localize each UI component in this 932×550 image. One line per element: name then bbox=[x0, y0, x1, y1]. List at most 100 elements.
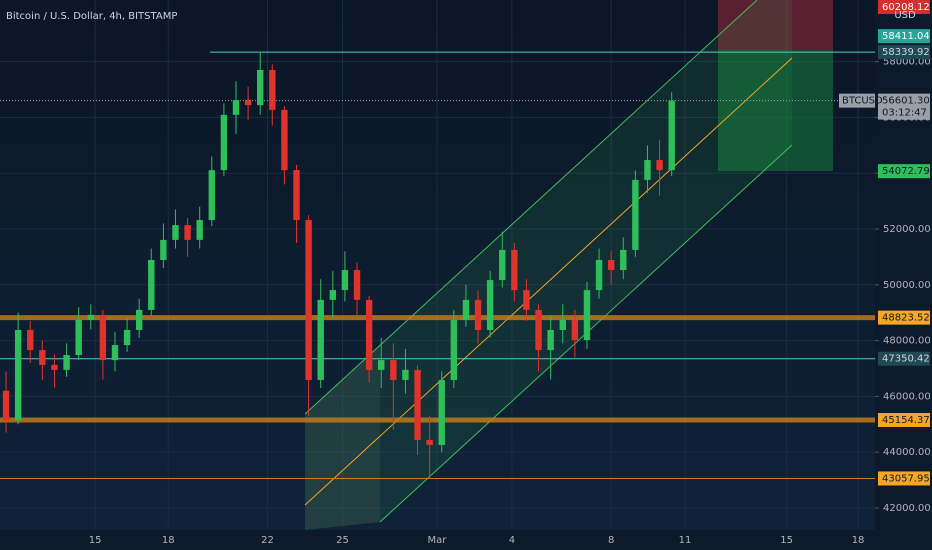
y-tick-label: 58000.00 bbox=[883, 57, 931, 68]
candle-body bbox=[462, 299, 470, 320]
target-label-bg bbox=[878, 0, 930, 14]
y-tick-label: 50000.00 bbox=[883, 280, 931, 291]
candle-body bbox=[111, 345, 119, 361]
price-axis bbox=[875, 0, 932, 550]
candle-body bbox=[402, 369, 409, 380]
candle-body bbox=[160, 239, 167, 260]
candle-body bbox=[184, 225, 191, 240]
candle-body bbox=[668, 100, 675, 171]
candle-body bbox=[208, 170, 215, 221]
candle-body bbox=[474, 299, 482, 330]
level-label: 43057.95 bbox=[882, 473, 930, 484]
level-label-bg bbox=[878, 412, 930, 427]
y-tick-label: 52000.00 bbox=[883, 224, 931, 235]
channel-mid bbox=[304, 57, 793, 506]
level-label: 47350.42 bbox=[882, 354, 930, 365]
levels bbox=[0, 51, 875, 479]
x-tick-label: 15 bbox=[780, 535, 793, 546]
x-tick-label: 4 bbox=[509, 535, 515, 546]
candle-body bbox=[365, 299, 373, 370]
chart-title: Bitcoin / U.S. Dollar, 4h, BITSTAMP bbox=[6, 11, 177, 22]
y-tick-label: 48000.00 bbox=[883, 336, 931, 347]
candle-body bbox=[244, 100, 252, 106]
candle-body bbox=[281, 109, 288, 171]
x-tick-label: 11 bbox=[679, 535, 692, 546]
target-zone bbox=[718, 0, 833, 51]
countdown: 03:12:47 bbox=[882, 108, 927, 119]
candle-body bbox=[547, 329, 554, 351]
y-tick-label: 42000.00 bbox=[883, 503, 931, 514]
x-tick-label: 22 bbox=[261, 535, 274, 546]
candle-body bbox=[390, 360, 397, 380]
candle-body bbox=[39, 350, 46, 365]
candle-body bbox=[499, 249, 506, 281]
axis-labels: 42000.00 44000.00 46000.00 48000.00 50000.00… bbox=[89, 0, 931, 546]
candle-body bbox=[75, 319, 82, 356]
channel-left bbox=[305, 345, 380, 530]
candle-body bbox=[438, 379, 445, 445]
level-label-bg bbox=[878, 45, 930, 60]
candles bbox=[2, 51, 675, 479]
candle-body bbox=[232, 100, 240, 115]
candle-body bbox=[378, 360, 385, 370]
stop-label: 54072.79 bbox=[882, 166, 930, 177]
candle-body bbox=[220, 114, 228, 171]
position-box bbox=[718, 0, 833, 172]
candle-body bbox=[341, 270, 349, 291]
candle-body bbox=[269, 69, 276, 110]
symbol-tag: BTCUSD bbox=[842, 96, 883, 107]
level-label-bg bbox=[878, 471, 930, 486]
candle-body bbox=[426, 439, 433, 445]
level-label: 58339.92 bbox=[882, 47, 930, 58]
entry-label-bg bbox=[878, 29, 930, 44]
candle-body bbox=[196, 220, 203, 240]
x-tick-label: Mar bbox=[427, 535, 447, 546]
candle-body bbox=[293, 170, 300, 221]
last-price-label: 56601.30 bbox=[882, 96, 930, 107]
x-tick-label: 18 bbox=[852, 535, 865, 546]
x-tick-label: 15 bbox=[89, 535, 102, 546]
channel-upper bbox=[304, 0, 758, 415]
candle-body bbox=[305, 220, 312, 380]
candle-body bbox=[63, 355, 70, 370]
candle-body bbox=[523, 290, 530, 310]
candle-body bbox=[14, 329, 22, 421]
candle-body bbox=[257, 69, 264, 106]
stop-label-bg bbox=[878, 164, 930, 179]
target-label: 60208.12 bbox=[882, 2, 930, 13]
candle-body bbox=[535, 309, 542, 351]
entry-label: 58411.04 bbox=[882, 31, 930, 42]
candle-body bbox=[620, 249, 627, 271]
y-tick-label: 44000.00 bbox=[883, 447, 931, 458]
stop-zone bbox=[718, 50, 833, 172]
candle-body bbox=[317, 299, 324, 380]
x-tick-label: 8 bbox=[608, 535, 614, 546]
candle-body bbox=[414, 369, 421, 440]
candle-body bbox=[87, 314, 94, 320]
y-tick-label: 46000.00 bbox=[883, 391, 931, 402]
x-tick-label: 25 bbox=[336, 535, 349, 546]
candle-body bbox=[2, 390, 10, 421]
candle-body bbox=[559, 319, 566, 330]
candle-body bbox=[135, 309, 143, 330]
level-label-bg bbox=[878, 351, 930, 366]
candle-body bbox=[571, 319, 579, 341]
candle-body bbox=[172, 225, 179, 240]
level-label-bg bbox=[878, 310, 930, 325]
level-label: 45154.37 bbox=[882, 415, 930, 426]
time-axis bbox=[0, 530, 875, 550]
candle-body bbox=[511, 249, 518, 291]
candle-body bbox=[486, 280, 494, 330]
candle-body bbox=[644, 160, 651, 180]
candle-body bbox=[99, 314, 107, 361]
last-price-bg bbox=[878, 93, 930, 120]
currency: USD bbox=[894, 10, 916, 21]
candle-body bbox=[51, 364, 58, 370]
candle-body bbox=[450, 319, 458, 380]
candle-body bbox=[656, 160, 663, 171]
candle-body bbox=[148, 259, 155, 310]
level-label: 48823.52 bbox=[882, 313, 930, 324]
candle-body bbox=[583, 290, 591, 341]
candle-body bbox=[607, 259, 615, 271]
